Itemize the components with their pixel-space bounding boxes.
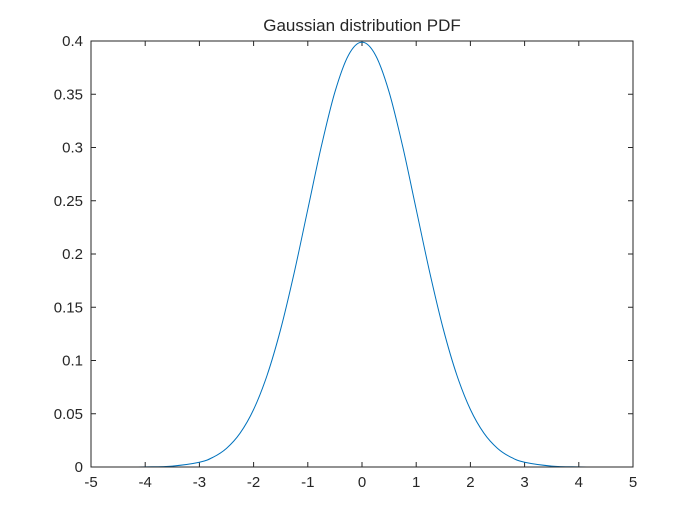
x-tick-label: -4 [139,474,152,491]
x-tick-label: 0 [358,474,366,491]
y-tick-label: 0.15 [54,299,83,316]
y-tick-label: 0.25 [54,193,83,210]
tick-labels: -5 -4 -3 -2 -1 0 1 2 3 4 5 0 0.05 0.1 0.15 0.2 0.25 0.3 0.… [54,33,637,491]
y-tick-label: 0.3 [62,140,83,157]
y-tick-label: 0.1 [62,353,83,370]
x-tick-label: 4 [575,474,583,491]
y-tick-label: 0.05 [54,406,83,423]
series-layer [90,41,634,468]
y-tick-label: 0.4 [62,33,83,50]
x-tick-label: 2 [466,474,474,491]
x-tick-label: -2 [247,474,260,491]
y-tick-label: 0 [75,459,83,476]
x-tick-label: -3 [193,474,206,491]
x-tick-label: 5 [629,474,637,491]
x-tick-label: 1 [412,474,420,491]
series-line-gaussian-pdf [90,41,634,468]
x-tick-label: -1 [301,474,314,491]
x-tick-label: -5 [84,474,97,491]
y-tick-label: 0.2 [62,246,83,263]
plot-area-box [90,40,634,468]
y-tick-label: 0.35 [54,86,83,103]
chart-title: Gaussian distribution PDF [263,16,460,35]
x-tick-label: 3 [520,474,528,491]
axis-ticks [90,40,634,468]
